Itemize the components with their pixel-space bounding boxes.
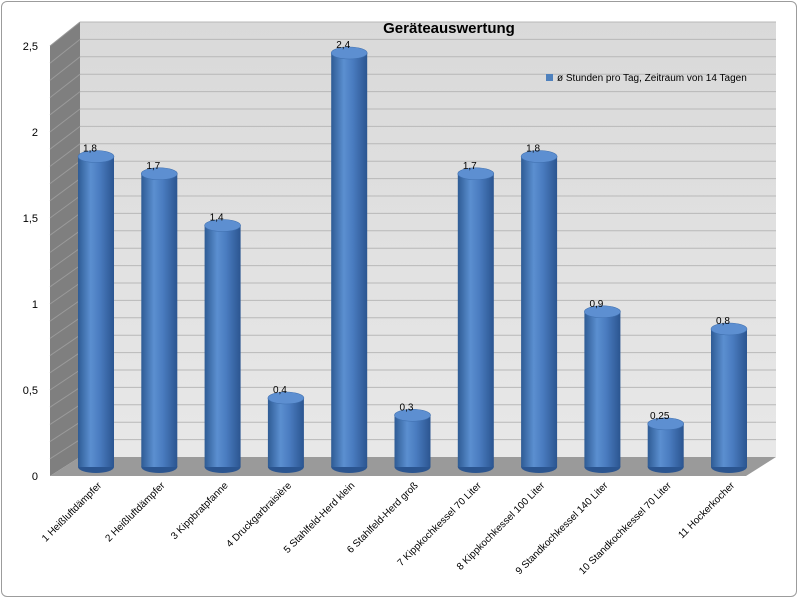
chart-title: Geräteauswertung xyxy=(383,20,515,37)
side-gridline xyxy=(49,212,81,236)
legend-swatch xyxy=(546,74,553,81)
side-gridline xyxy=(49,73,81,98)
bar xyxy=(647,417,685,473)
bar xyxy=(77,150,115,473)
y-axis: 0 0,5 1 1,5 2 2,5 xyxy=(23,41,38,483)
bars xyxy=(77,46,748,473)
side-gridline xyxy=(49,21,81,47)
side-gridline xyxy=(49,143,81,167)
data-label: 0,9 xyxy=(589,299,603,310)
bar-body xyxy=(78,156,114,467)
side-gridline xyxy=(49,56,81,81)
bar-top xyxy=(457,167,495,181)
side-gridline xyxy=(49,352,81,374)
bar xyxy=(394,408,431,473)
y-tick-label: 1 xyxy=(32,299,38,311)
side-gridline xyxy=(49,386,81,408)
side-gridline xyxy=(49,195,81,219)
bar-top xyxy=(330,46,368,60)
bar-body xyxy=(141,173,178,467)
bar xyxy=(141,167,178,473)
y-tick-label: 2,5 xyxy=(23,41,38,53)
bar xyxy=(457,167,495,473)
legend: ø Stunden pro Tag, Zeitraum von 14 Tagen xyxy=(546,73,747,84)
data-label: 1,7 xyxy=(146,161,160,172)
bar-top xyxy=(267,391,305,405)
data-label: 1,8 xyxy=(83,144,97,155)
category-label: 6 Stahlfeld-Herd groß xyxy=(345,480,420,555)
bar-top xyxy=(77,150,115,163)
bar xyxy=(330,46,368,473)
data-label: 0,8 xyxy=(716,316,730,327)
data-labels: 1,8 1,7 1,4 0,4 2,4 0,3 1,7 1,8 0,9 0,25 0,8 xyxy=(83,40,730,422)
side-gridline xyxy=(49,421,81,443)
bar-body xyxy=(331,53,368,467)
category-label: 3 Kippbratpfanne xyxy=(169,480,231,542)
data-label: 0,4 xyxy=(273,385,287,396)
side-gridline xyxy=(49,404,81,425)
bar-top xyxy=(394,408,431,422)
chart-side-wall xyxy=(50,22,80,476)
data-label: 2,4 xyxy=(336,40,350,51)
side-gridline xyxy=(49,334,81,357)
bar-body xyxy=(394,415,431,467)
bar-top xyxy=(647,417,685,431)
bar-top xyxy=(584,305,621,319)
bar xyxy=(584,305,621,473)
side-gridline xyxy=(49,282,81,305)
side-gridline xyxy=(49,369,81,391)
side-gridline xyxy=(49,160,81,185)
side-gridline xyxy=(49,126,81,150)
side-gridline xyxy=(49,230,81,253)
data-label: 1,4 xyxy=(210,213,224,224)
side-gridline xyxy=(49,39,81,64)
side-gridline xyxy=(49,265,81,288)
bar-top xyxy=(204,219,241,232)
side-gridline xyxy=(49,108,81,133)
side-gridline xyxy=(49,317,81,339)
legend-label: ø Stunden pro Tag, Zeitraum von 14 Tagen xyxy=(557,73,747,84)
side-gridline xyxy=(49,439,81,460)
bar-body xyxy=(647,423,684,467)
category-label: 1 Heißluftdämpfer xyxy=(40,480,104,544)
category-label: 4 Druckgarbraisière xyxy=(225,480,295,550)
category-label: 2 Heißluftdämpfer xyxy=(103,480,167,544)
side-gridline xyxy=(49,299,81,322)
y-tick-label: 0,5 xyxy=(23,385,38,397)
bar-body xyxy=(521,156,558,467)
bar-body xyxy=(204,225,241,467)
y-tick-label: 1,5 xyxy=(23,213,38,225)
data-label: 0,3 xyxy=(400,402,414,413)
category-label: 5 Stahlfeld-Herd klein xyxy=(282,480,357,555)
side-gridline xyxy=(49,178,81,202)
bar-top xyxy=(710,322,748,336)
category-label: 11 Hockerkocher xyxy=(676,480,737,541)
y-tick-label: 0 xyxy=(32,471,38,483)
bar xyxy=(267,391,305,473)
data-label: 1,7 xyxy=(463,161,477,172)
bar xyxy=(520,150,558,473)
bar-top xyxy=(520,150,558,163)
side-gridline xyxy=(49,247,81,271)
bar-body xyxy=(267,398,304,467)
bar xyxy=(204,219,241,473)
bar-body xyxy=(584,311,621,467)
side-gridline xyxy=(49,91,81,116)
data-label: 1,8 xyxy=(526,144,540,155)
chart-back-wall xyxy=(80,22,776,457)
bar-top xyxy=(141,167,178,181)
bar xyxy=(710,322,748,473)
bar-body xyxy=(457,173,494,467)
data-label: 0,25 xyxy=(650,411,670,422)
x-axis-labels: 1 Heißluftdämpfer 2 Heißluftdämpfer 3 Kipp… xyxy=(40,480,737,577)
bar-body xyxy=(711,329,747,467)
y-tick-label: 2 xyxy=(32,127,38,139)
